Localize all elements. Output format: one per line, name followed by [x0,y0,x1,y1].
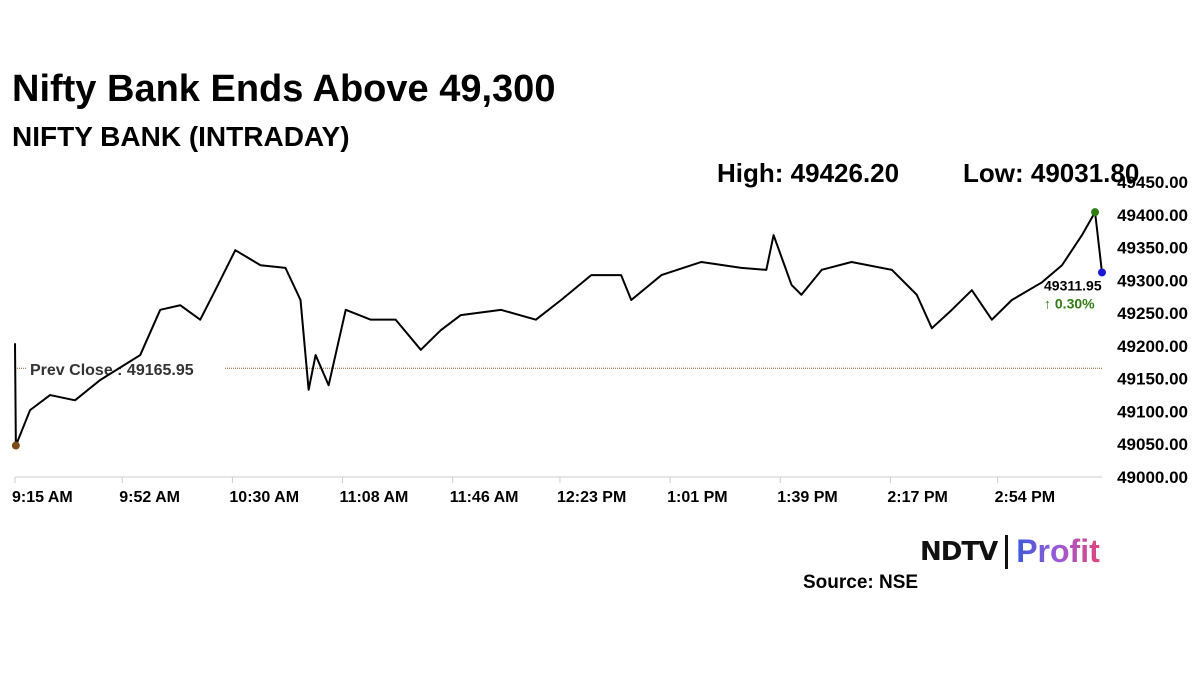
last-price-label: 49311.95 [1044,277,1102,293]
y-tick-label: 49400.00 [1117,206,1188,225]
x-tick-label: 9:15 AM [12,489,73,506]
prev-close-label: Prev Close : 49165.95 [30,362,194,379]
change-percent-label: ↑ 0.30% [1044,295,1095,311]
x-tick-label: 9:52 AM [119,489,180,506]
y-tick-label: 49450.00 [1117,173,1188,192]
y-tick-label: 49050.00 [1117,435,1188,454]
y-tick-label: 49300.00 [1117,271,1188,290]
logo-profit: Profit [1016,533,1100,569]
x-tick-label: 10:30 AM [229,489,299,506]
x-tick-label: 2:17 PM [887,489,947,506]
price-line [14,211,1103,447]
close-point-marker [1098,268,1106,277]
y-tick-label: 49150.00 [1117,370,1188,389]
x-tick-label: 1:39 PM [777,489,837,506]
y-tick-label: 49250.00 [1117,304,1188,323]
high-label: High: 49426.20 [717,158,900,188]
logo-divider [1005,534,1009,569]
y-tick-label: 49200.00 [1117,337,1188,356]
source-label: Source: NSE [803,572,919,593]
high-point-marker [1091,208,1100,217]
chart-title: NIFTY BANK (INTRADAY) [12,121,350,152]
x-tick-label: 12:23 PM [557,489,626,506]
x-tick-label: 11:46 AM [450,489,519,506]
headline: Nifty Bank Ends Above 49,300 [12,68,556,110]
x-tick-label: 2:54 PM [995,489,1055,506]
y-tick-label: 49350.00 [1117,239,1188,258]
prev-close-label-bg [26,356,224,377]
low-point-marker [11,441,20,450]
low-label: Low: 49031.80 [963,158,1140,188]
x-tick-label: 1:01 PM [667,489,727,506]
x-tick-label: 11:08 AM [340,489,409,506]
logo-ndtv: NDTV [920,536,998,567]
ndtv-profit-logo: NDTV Profit [920,533,1100,570]
y-tick-label: 49000.00 [1117,468,1188,487]
y-tick-label: 49100.00 [1117,402,1188,421]
